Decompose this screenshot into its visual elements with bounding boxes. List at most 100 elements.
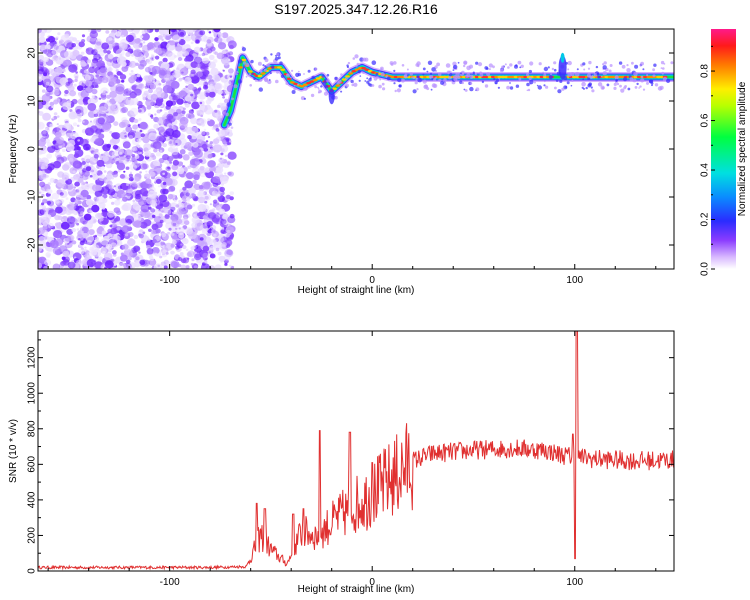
noise-blob — [46, 254, 51, 258]
noise-blob — [156, 117, 166, 125]
noise-blob — [142, 231, 146, 235]
noise-blob — [130, 70, 134, 73]
ridge-scatter — [557, 89, 562, 94]
ridge-scatter — [496, 78, 500, 82]
noise-blob — [84, 127, 95, 136]
noise-blob — [109, 195, 113, 199]
noise-blob — [56, 123, 59, 126]
ridge-core — [659, 75, 665, 79]
noise-blob — [47, 189, 53, 194]
noise-blob — [151, 53, 154, 57]
noise-blob — [172, 240, 177, 245]
noise-blob — [69, 109, 73, 113]
noise-blob — [129, 171, 133, 174]
noise-blob — [203, 181, 212, 190]
noise-blob — [193, 174, 200, 181]
noise-blob — [65, 197, 69, 200]
ridge-scatter — [262, 64, 265, 67]
noise-blob — [67, 234, 75, 241]
noise-blob — [86, 183, 90, 187]
ridge-scatter — [597, 75, 601, 79]
ridge-core — [435, 75, 441, 79]
ridge-scatter — [429, 72, 433, 76]
ridge-scatter — [654, 83, 659, 87]
noise-blob — [193, 46, 201, 53]
ridge-scatter — [280, 74, 285, 79]
noise-blob — [89, 30, 99, 39]
ridge-scatter — [639, 64, 642, 67]
noise-blob — [42, 112, 51, 121]
noise-blob — [80, 189, 89, 198]
ridge-scatter — [241, 47, 246, 52]
ridge-scatter — [293, 84, 296, 87]
ridge-scatter — [393, 61, 397, 65]
noise-blob — [146, 58, 153, 65]
ridge-scatter — [588, 60, 592, 65]
noise-blob — [208, 31, 212, 34]
y-tick-label: -20 — [27, 237, 38, 252]
noise-blob — [122, 243, 131, 251]
noise-blob — [155, 228, 161, 234]
noise-blob — [227, 216, 236, 224]
ridge-scatter — [472, 71, 475, 74]
ridge-scatter — [311, 75, 316, 80]
noise-blob — [222, 69, 225, 72]
ridge-core — [280, 68, 286, 71]
noise-blob — [149, 257, 155, 262]
noise-blob — [134, 38, 141, 44]
ridge-scatter — [626, 68, 631, 73]
noise-blob — [71, 260, 74, 262]
noise-blob — [112, 172, 119, 178]
ridge-scatter — [453, 77, 458, 82]
ridge-core — [241, 58, 247, 62]
colorbar-ticks: 0.0 0.2 0.4 0.6 0.8 — [700, 45, 715, 276]
noise-blob — [93, 53, 101, 61]
ridge-scatter — [477, 62, 483, 67]
ridge-scatter — [320, 85, 323, 88]
noise-blob — [121, 79, 125, 83]
noise-blob — [209, 54, 215, 61]
noise-blob — [138, 147, 143, 152]
noise-blob — [82, 120, 85, 123]
ridge-scatter — [538, 62, 542, 66]
noise-blob — [198, 80, 205, 86]
noise-blob — [172, 72, 177, 76]
ridge-scatter — [551, 67, 555, 71]
noise-blob — [220, 229, 225, 234]
noise-blob — [46, 93, 50, 97]
noise-blob — [215, 193, 221, 198]
noise-blob — [180, 243, 183, 246]
ridge-core — [484, 75, 490, 79]
ridge-scatter — [411, 76, 414, 79]
noise-blob — [213, 29, 221, 33]
ridge-scatter — [326, 79, 330, 83]
noise-blob — [171, 151, 180, 160]
ridge-scatter — [355, 65, 358, 68]
noise-blob — [88, 29, 92, 32]
noise-blob — [94, 76, 98, 80]
ridge-scatter — [305, 88, 308, 90]
noise-blob — [151, 223, 159, 231]
noise-blob — [90, 210, 93, 213]
noise-blob — [121, 34, 125, 38]
noise-blob — [139, 229, 144, 233]
ridge-scatter — [371, 84, 375, 87]
noise-blob — [142, 41, 146, 44]
noise-blob — [94, 190, 103, 198]
ridge-scatter — [652, 74, 656, 78]
noise-blob — [101, 95, 107, 100]
noise-blob — [111, 42, 114, 46]
ridge-scatter — [661, 71, 665, 75]
ridge-scatter — [401, 64, 405, 67]
noise-blob — [91, 244, 100, 252]
noise-blob — [214, 82, 223, 91]
noise-blob — [178, 232, 185, 239]
noise-blob — [213, 241, 223, 250]
noise-blob — [38, 110, 41, 114]
noise-blob — [120, 133, 123, 136]
ridge-scatter — [318, 89, 322, 94]
noise-blob — [182, 154, 190, 161]
ridge-scatter — [426, 70, 429, 73]
ridge-scatter — [378, 71, 381, 74]
